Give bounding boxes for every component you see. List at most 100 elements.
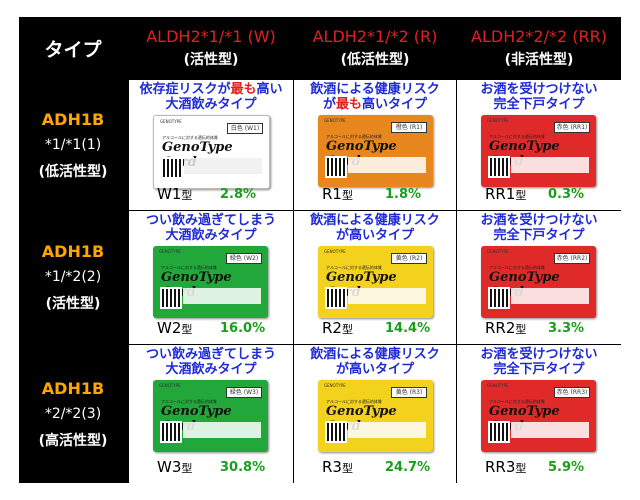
genotype-table: タイプ ALDH2*1/*1 (W) (活性型) ALDH2*1/*2 (R) … <box>19 17 621 483</box>
type-header: タイプ <box>19 17 127 79</box>
title-emphasis: 最も <box>335 97 362 112</box>
col-header-rr: ALDH2*2/*2 (RR) (非活性型) <box>457 17 621 79</box>
title-text: 飲酒による健康リスク <box>310 82 440 97</box>
title-line2: 大酒飲みタイプ <box>165 228 257 243</box>
type-percent: 1.8% <box>385 187 422 202</box>
title-text: お酒を受けつけない <box>480 82 598 97</box>
genotype-card-image: GENOTYPE 赤色 (RR3) アルコールに対する遺伝的体質 GenoTyp… <box>481 380 596 452</box>
type-percent: 5.9% <box>548 460 585 475</box>
card-text-box <box>183 422 261 438</box>
row-phenotype: (活性型) <box>45 296 101 312</box>
title-line2: 完全下戸タイプ <box>493 362 585 377</box>
col-genotype: ALDH2*1/*2 (R) <box>312 27 438 46</box>
type-label: R2型 <box>322 319 353 337</box>
genotype-card-image: GENOTYPE 黄色 (R2) アルコールに対する遺伝的体質 GenoType… <box>318 246 433 318</box>
card-brand: GENOTYPE <box>324 249 346 254</box>
type-percent: 24.7% <box>385 460 431 475</box>
title-line2: 完全下戸タイプ <box>493 228 585 243</box>
card-brand: GENOTYPE <box>487 118 509 123</box>
col-phenotype: (活性型) <box>183 52 239 68</box>
cell-title: 依存症リスクが最も高い 大酒飲みタイプ <box>129 82 293 112</box>
title-text: が <box>322 97 336 112</box>
qr-code-icon <box>488 156 510 178</box>
row-genotype: *1/*1(1) <box>44 136 102 153</box>
title-text: 高い <box>256 82 283 97</box>
col-genotype: ALDH2*2/*2 (RR) <box>471 27 607 46</box>
card-text-box <box>348 157 426 173</box>
title-text: お酒を受けつけない <box>480 213 598 228</box>
card-text-box <box>511 288 589 304</box>
card-brand: GENOTYPE <box>324 383 346 388</box>
type-percent: 0.3% <box>548 187 585 202</box>
card-text-box <box>511 157 589 173</box>
type-label: R1型 <box>322 185 353 203</box>
cell-w1: 依存症リスクが最も高い 大酒飲みタイプ GENOTYPE 白色 (W1) アルコ… <box>129 80 293 210</box>
cell-title: つい飲み過ぎてしまう 大酒飲みタイプ <box>129 347 293 377</box>
title-emphasis: 最も <box>230 82 257 97</box>
col-phenotype: (非活性型) <box>504 52 574 68</box>
card-brand: GENOTYPE <box>324 118 346 123</box>
genotype-card-image: GENOTYPE 橙色 (R1) アルコールに対する遺伝的体質 GenoType… <box>318 115 433 187</box>
type-percent: 30.8% <box>220 460 266 475</box>
title-line2: 完全下戸タイプ <box>493 97 585 112</box>
card-brand: GENOTYPE <box>159 249 181 254</box>
card-brand: GENOTYPE <box>487 383 509 388</box>
type-label: RR3型 <box>485 458 527 476</box>
row-gene: ADH1B <box>41 242 105 261</box>
row-gene: ADH1B <box>41 378 105 398</box>
cell-rr2: お酒を受けつけない 完全下戸タイプ GENOTYPE 赤色 (RR2) アルコー… <box>457 211 621 344</box>
card-subtitle: アルコールに対する遺伝的体質 <box>326 134 382 139</box>
card-brand: GENOTYPE <box>159 383 181 388</box>
card-subtitle: アルコールに対する遺伝的体質 <box>489 399 545 404</box>
type-header-label: タイプ <box>44 38 102 61</box>
col-phenotype: (低活性型) <box>340 52 410 68</box>
title-text: つい飲み過ぎてしまう <box>145 347 276 362</box>
type-percent: 14.4% <box>385 321 431 336</box>
row-header-3: ADH1B *2/*2(3) (高活性型) <box>19 345 127 483</box>
genotype-card-image: GENOTYPE 赤色 (RR2) アルコールに対する遺伝的体質 GenoTyp… <box>481 246 596 318</box>
type-label: W3型 <box>157 458 193 476</box>
cell-title: お酒を受けつけない 完全下戸タイプ <box>457 82 621 112</box>
cell-r3: 飲酒による健康リスク が高いタイプ GENOTYPE 黄色 (R3) アルコール… <box>294 345 456 483</box>
type-label: W2型 <box>157 319 193 337</box>
row-phenotype: (低活性型) <box>38 163 108 180</box>
qr-code-icon <box>488 287 510 309</box>
title-text: お酒を受けつけない <box>480 347 598 362</box>
type-percent: 16.0% <box>220 321 266 336</box>
qr-code-icon <box>160 421 182 443</box>
type-label: W1型 <box>157 185 193 203</box>
card-subtitle: アルコールに対する遺伝的体質 <box>489 265 545 270</box>
cell-w2: つい飲み過ぎてしまう 大酒飲みタイプ GENOTYPE 緑色 (W2) アルコー… <box>129 211 293 344</box>
title-text: 飲酒による健康リスク <box>310 347 440 362</box>
cell-title: お酒を受けつけない 完全下戸タイプ <box>457 213 621 243</box>
cell-title: つい飲み過ぎてしまう 大酒飲みタイプ <box>129 213 293 243</box>
title-line2: が高いタイプ <box>335 362 414 377</box>
card-brand: GENOTYPE <box>487 249 509 254</box>
type-label: R3型 <box>322 458 353 476</box>
cell-title: 飲酒による健康リスク が高いタイプ <box>294 213 456 243</box>
cell-w3: つい飲み過ぎてしまう 大酒飲みタイプ GENOTYPE 緑色 (W3) アルコー… <box>129 345 293 483</box>
card-code: 赤色 (RR1) <box>554 122 590 133</box>
col-genotype: ALDH2*1/*1 (W) <box>146 27 276 46</box>
card-text-box <box>184 158 262 174</box>
cell-title: お酒を受けつけない 完全下戸タイプ <box>457 347 621 377</box>
card-code: 緑色 (W3) <box>226 387 262 398</box>
type-label: RR2型 <box>485 319 527 337</box>
qr-code-icon <box>325 421 347 443</box>
card-subtitle: アルコールに対する遺伝的体質 <box>162 135 218 140</box>
genotype-card-image: GENOTYPE 緑色 (W3) アルコールに対する遺伝的体質 GenoType… <box>153 380 268 452</box>
row-genotype: *2/*2(3) <box>44 405 102 422</box>
card-code: 橙色 (R1) <box>391 122 427 133</box>
genotype-card-image: GENOTYPE 赤色 (RR1) アルコールに対する遺伝的体質 GenoTyp… <box>481 115 596 187</box>
cell-title: 飲酒による健康リスク が高いタイプ <box>294 347 456 377</box>
genotype-card-image: GENOTYPE 緑色 (W2) アルコールに対する遺伝的体質 GenoType… <box>153 246 268 318</box>
qr-code-icon <box>325 156 347 178</box>
card-code: 白色 (W1) <box>227 123 263 134</box>
qr-code-icon <box>488 421 510 443</box>
card-code: 緑色 (W2) <box>226 253 262 264</box>
genotype-card-image: GENOTYPE 黄色 (R3) アルコールに対する遺伝的体質 GenoType… <box>318 380 433 452</box>
card-subtitle: アルコールに対する遺伝的体質 <box>161 399 217 404</box>
cell-r2: 飲酒による健康リスク が高いタイプ GENOTYPE 黄色 (R2) アルコール… <box>294 211 456 344</box>
col-header-w: ALDH2*1/*1 (W) (活性型) <box>129 17 293 79</box>
title-text: 高いタイプ <box>362 97 428 112</box>
